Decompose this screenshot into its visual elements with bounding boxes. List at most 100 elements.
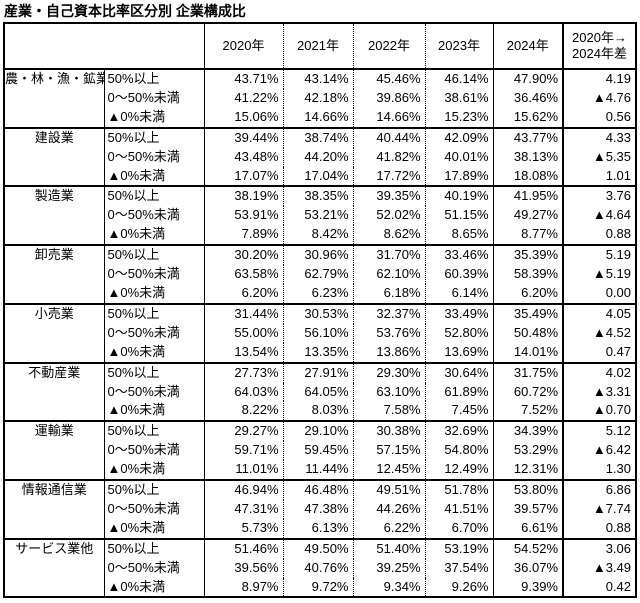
value-cell-year2024: 54.52% <box>493 537 564 559</box>
value-cell-year2020: 64.03% <box>204 382 284 402</box>
value-cell-year2021: 38.74% <box>283 126 354 148</box>
value-cell-year2022: 51.40% <box>353 537 426 559</box>
ratio-band-cell: 50%以上 <box>104 185 205 207</box>
value-cell-year2021: 30.53% <box>283 302 354 324</box>
diff-cell: 4.19 <box>563 68 636 89</box>
value-cell-year2023: 42.09% <box>425 126 494 148</box>
value-cell-year2024: 36.07% <box>493 558 564 578</box>
value-cell-year2022: 45.46% <box>353 68 426 89</box>
value-cell-year2023: 37.54% <box>425 558 494 578</box>
diff-cell: 5.12 <box>563 420 636 442</box>
industry-equity-ratio-table: 2020年 2021年 2022年 2023年 2024年 2020年→ 2024… <box>3 22 637 599</box>
value-cell-year2021: 46.48% <box>283 479 354 500</box>
value-cell-year2022: 7.58% <box>353 401 426 422</box>
col-header-diff: 2020年→ 2024年差 <box>563 23 636 70</box>
diff-cell: 0.42 <box>605 578 631 594</box>
table-row: 卸売業 50%以上 30.20% 30.96% 31.70% 33.46% 35.39% 5.… <box>4 244 636 304</box>
ratio-band-cell: 0〜50%未満 <box>104 382 205 402</box>
table-row: 製造業 50%以上 38.19% 38.35% 39.35% 40.19% 41.95% 3.… <box>4 185 636 246</box>
table-row: ▲0%未満 6.20% 6.23% 6.18% 6.14% 6.20% 0.00 <box>4 283 636 304</box>
table-row: 小売業 50%以上 31.44% 30.53% 32.37% 33.49% 35.49% 4.… <box>4 302 636 363</box>
industry-name-cell: 農・林・漁・鉱業 <box>4 68 105 128</box>
diff-cell: 0.88 <box>605 226 631 242</box>
diff-cell: ▲0.70 <box>592 402 631 418</box>
ratio-band-cell: ▲0%未満 <box>104 283 205 304</box>
industry-name-cell: サービス業他 <box>4 537 105 598</box>
table-row: 0〜50%未満 59.71% 59.45% 57.15% 54.80% 53.29% ▲6.… <box>4 441 636 461</box>
value-cell-year2024: 60.72% <box>493 382 564 402</box>
value-cell-year2024: 36.46% <box>493 88 564 108</box>
value-cell-year2024: 58.39% <box>493 265 564 284</box>
value-cell-year2024: 6.20% <box>493 283 564 304</box>
ratio-band-cell: 50%以上 <box>104 479 205 500</box>
industry-name-cell: 運輸業 <box>4 420 105 481</box>
diff-cell: ▲6.42 <box>592 442 631 458</box>
diff-cell: 0.88 <box>605 519 631 535</box>
value-cell-year2020: 30.20% <box>204 244 284 266</box>
value-cell-year2020: 31.44% <box>204 302 284 324</box>
value-cell-year2021: 38.35% <box>283 185 354 207</box>
value-cell-year2023: 40.19% <box>425 185 494 207</box>
table-body: 農・林・漁・鉱業 50%以上 43.71% 43.14% 45.46% 46.14% 47.… <box>4 68 636 598</box>
value-cell-year2024: 7.52% <box>493 401 564 422</box>
table-row: 建設業 50%以上 39.44% 38.74% 40.44% 42.09% 43.77% 4.… <box>4 126 636 187</box>
diff-cell: ▲4.52 <box>592 324 631 340</box>
value-cell-year2021: 8.03% <box>283 401 354 422</box>
diff-cell: 0.00 <box>605 284 631 300</box>
value-cell-year2023: 60.39% <box>425 265 494 284</box>
diff-cell: ▲3.49 <box>592 559 631 575</box>
value-cell-year2021: 11.44% <box>283 460 354 481</box>
value-cell-year2022: 29.30% <box>353 361 426 383</box>
table-row: 農・林・漁・鉱業 50%以上 43.71% 43.14% 45.46% 46.14% 47.… <box>4 68 636 128</box>
value-cell-year2020: 15.06% <box>204 107 284 128</box>
value-cell-year2020: 27.73% <box>204 361 284 383</box>
col-header-2023: 2023年 <box>425 23 494 70</box>
value-cell-year2023: 9.26% <box>425 577 494 598</box>
value-cell-year2022: 49.51% <box>353 479 426 500</box>
value-cell-year2023: 6.14% <box>425 283 494 304</box>
ratio-band-cell: 0〜50%未満 <box>104 499 205 519</box>
table-row: 0〜50%未満 64.03% 64.05% 63.10% 61.89% 60.72% ▲3.… <box>4 382 636 402</box>
value-cell-year2023: 13.69% <box>425 342 494 363</box>
diff-header-line1: 2020年→ <box>572 30 627 45</box>
value-cell-year2020: 47.31% <box>204 499 284 519</box>
table-row: 0〜50%未満 55.00% 56.10% 53.76% 52.80% 50.48% ▲4.… <box>4 323 636 343</box>
ratio-band-cell: ▲0%未満 <box>104 518 205 539</box>
value-cell-year2022: 9.34% <box>353 577 426 598</box>
value-cell-year2024: 31.75% <box>493 361 564 383</box>
value-cell-year2022: 52.02% <box>353 206 426 226</box>
diff-cell: 0.47 <box>605 343 631 359</box>
value-cell-year2020: 39.56% <box>204 558 284 578</box>
table-row: ▲0%未満 13.54% 13.35% 13.86% 13.69% 14.01% 0.47 <box>4 342 636 363</box>
diff-cell: ▲5.35 <box>592 148 631 164</box>
value-cell-year2021: 29.10% <box>283 420 354 442</box>
value-cell-year2023: 7.45% <box>425 401 494 422</box>
value-cell-year2020: 53.91% <box>204 206 284 226</box>
value-cell-year2021: 59.45% <box>283 441 354 461</box>
value-cell-year2023: 6.70% <box>425 518 494 539</box>
table-row: 0〜50%未満 43.48% 44.20% 41.82% 40.01% 38.13% ▲5.… <box>4 147 636 167</box>
value-cell-year2024: 35.39% <box>493 244 564 266</box>
value-cell-year2021: 62.79% <box>283 265 354 284</box>
diff-cell: 4.05 <box>563 302 636 324</box>
ratio-band-cell: 0〜50%未満 <box>104 441 205 461</box>
ratio-band-cell: 0〜50%未満 <box>104 206 205 226</box>
value-cell-year2024: 35.49% <box>493 302 564 324</box>
value-cell-year2023: 33.49% <box>425 302 494 324</box>
value-cell-year2022: 57.15% <box>353 441 426 461</box>
value-cell-year2024: 8.77% <box>493 225 564 246</box>
value-cell-year2024: 39.57% <box>493 499 564 519</box>
table-row: ▲0%未満 5.73% 6.13% 6.22% 6.70% 6.61% 0.88 <box>4 518 636 539</box>
value-cell-year2020: 59.71% <box>204 441 284 461</box>
ratio-band-cell: 50%以上 <box>104 420 205 442</box>
ratio-band-cell: ▲0%未満 <box>104 342 205 363</box>
table-row: 0〜50%未満 47.31% 47.38% 44.26% 41.51% 39.57% ▲7.… <box>4 499 636 519</box>
table-row: ▲0%未満 8.22% 8.03% 7.58% 7.45% 7.52% ▲0.70 <box>4 401 636 422</box>
ratio-band-cell: 0〜50%未満 <box>104 323 205 343</box>
value-cell-year2023: 33.46% <box>425 244 494 266</box>
col-header-2021: 2021年 <box>283 23 354 70</box>
value-cell-year2022: 39.86% <box>353 88 426 108</box>
value-cell-year2020: 7.89% <box>204 225 284 246</box>
table-row: ▲0%未満 7.89% 8.42% 8.62% 8.65% 8.77% 0.88 <box>4 225 636 246</box>
value-cell-year2023: 8.65% <box>425 225 494 246</box>
